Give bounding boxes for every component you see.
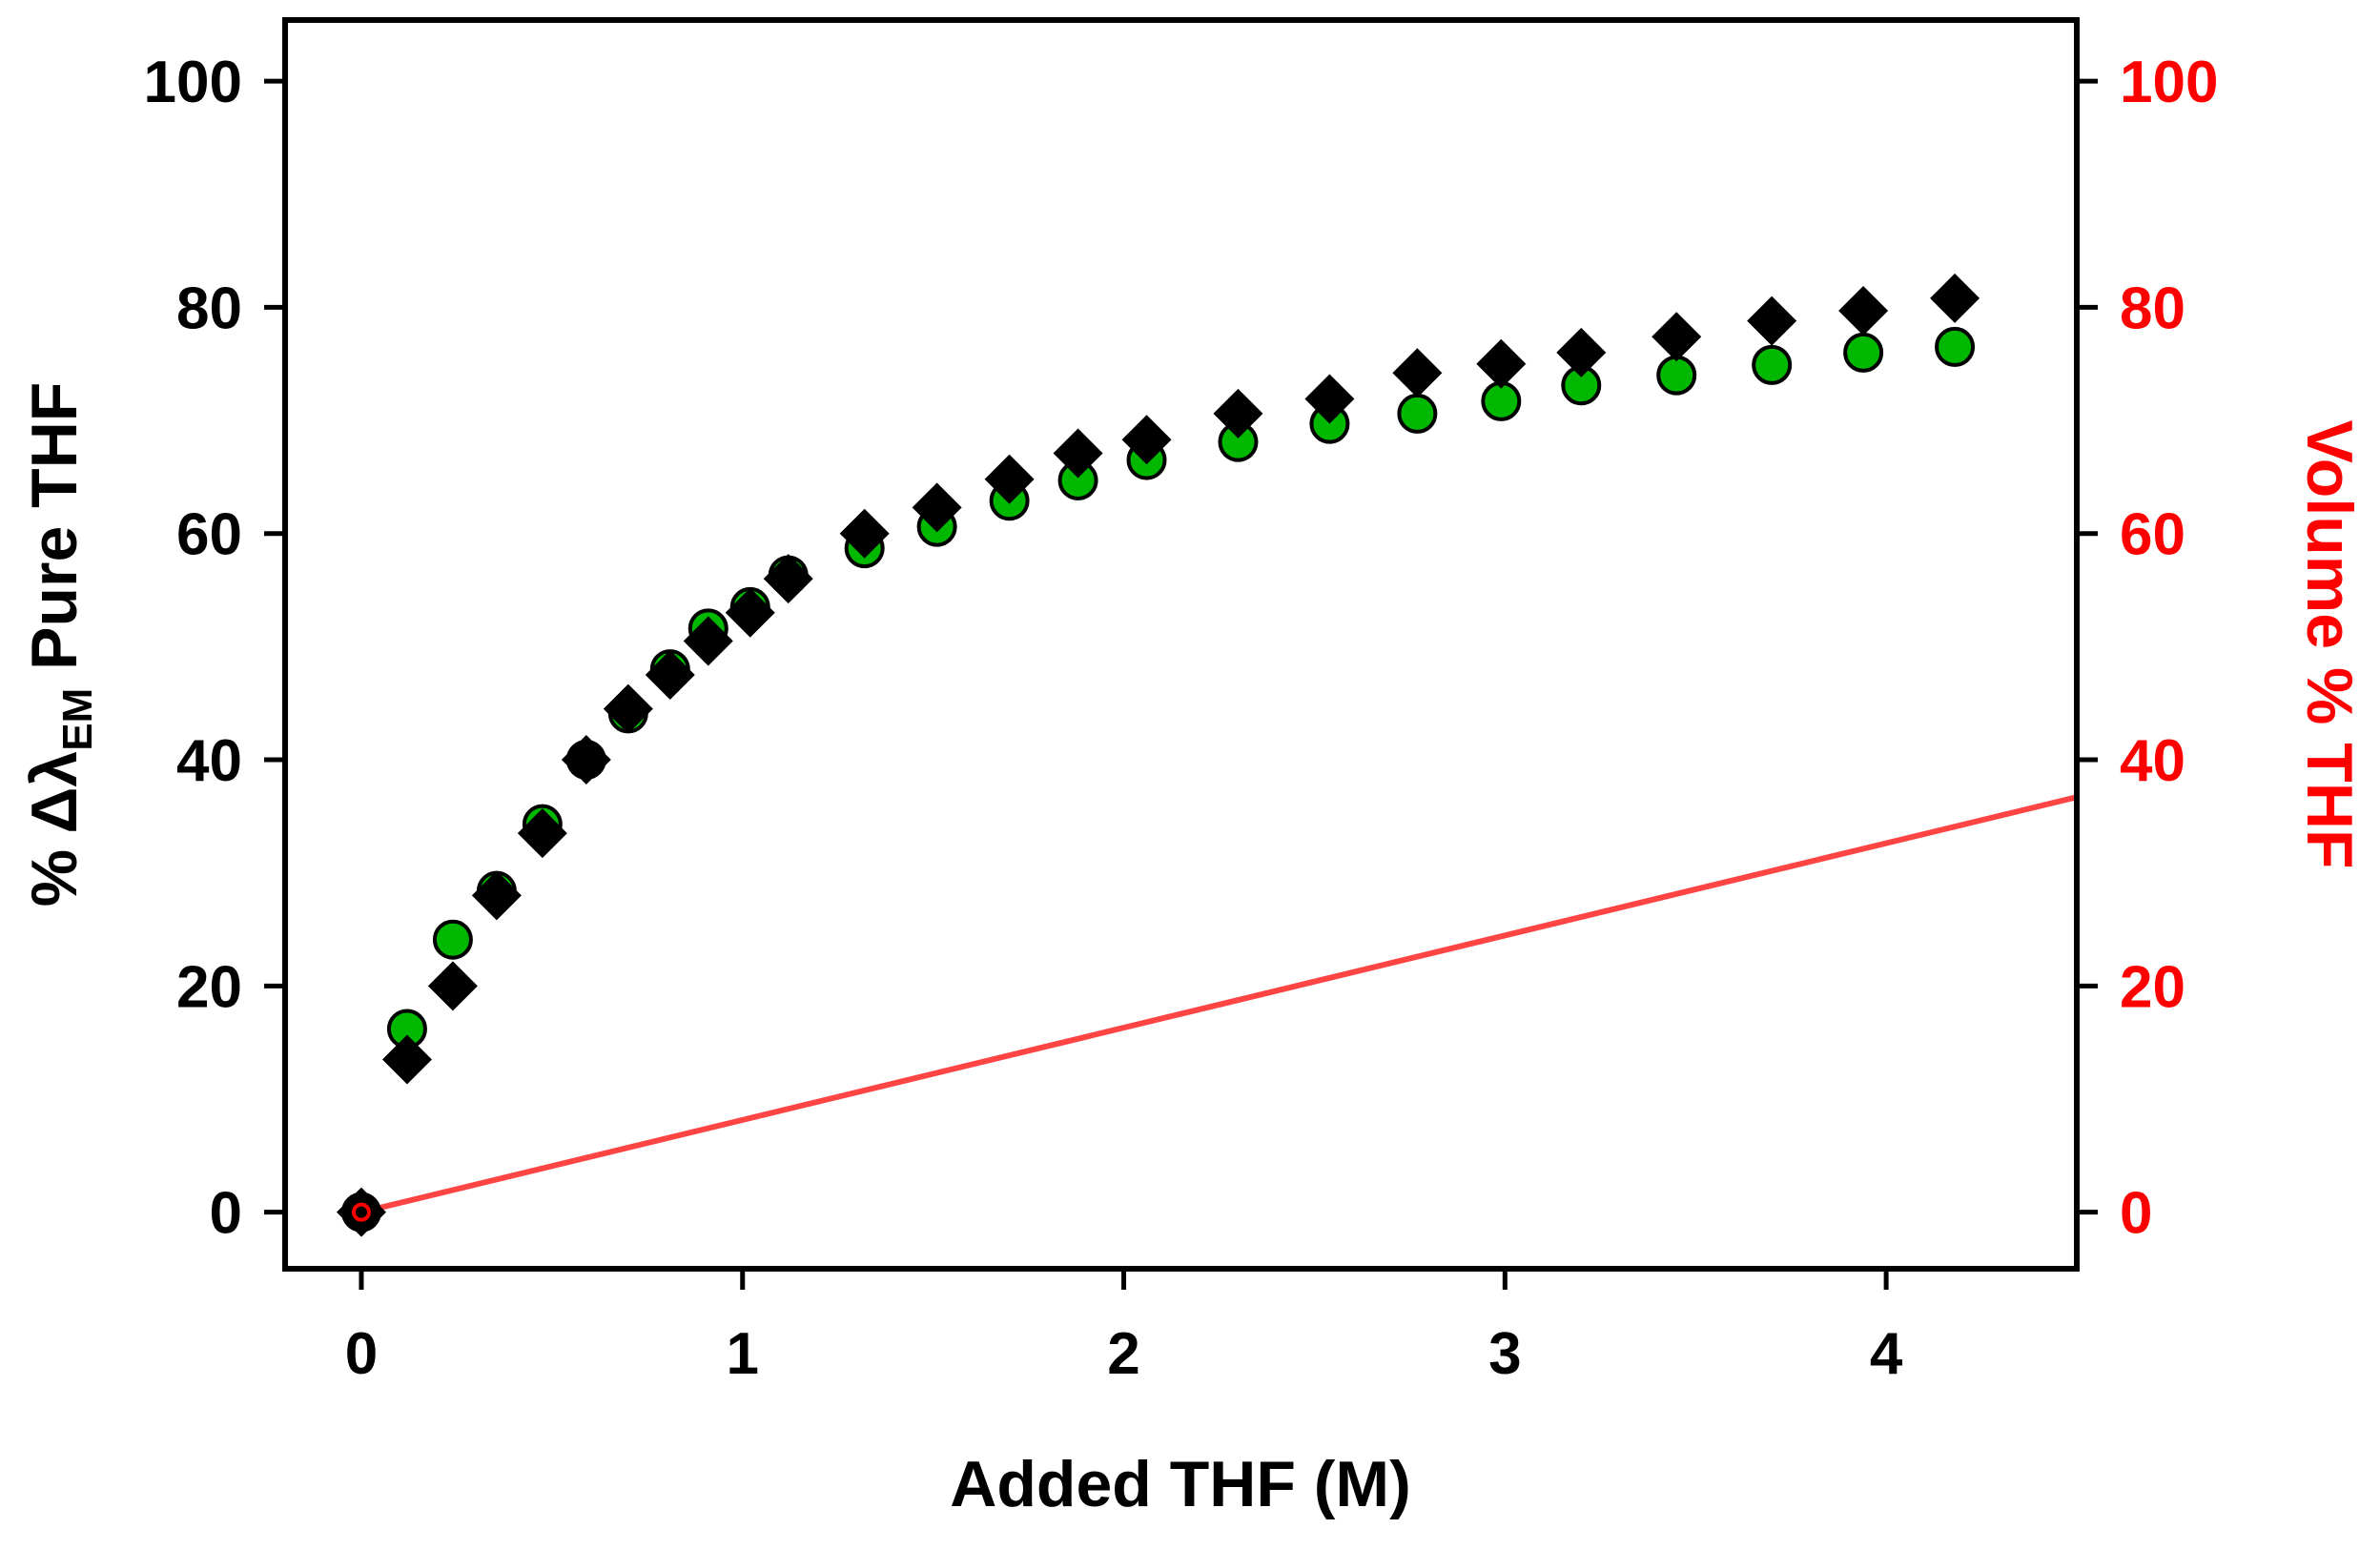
circle-point bbox=[1752, 344, 1793, 385]
diamond-point bbox=[725, 587, 775, 638]
diamond-point bbox=[517, 808, 567, 859]
x-tick-label: 0 bbox=[345, 1321, 378, 1387]
y-tick-label: 0 bbox=[210, 1181, 242, 1247]
diamond-point bbox=[1304, 374, 1355, 424]
y-tick-label: 100 bbox=[144, 50, 242, 115]
diamond-point bbox=[1121, 415, 1172, 465]
x-tick-label: 1 bbox=[727, 1321, 759, 1387]
diamond-point bbox=[471, 870, 522, 921]
diamond-point bbox=[1838, 285, 1889, 336]
y2-tick-label: 100 bbox=[2120, 50, 2218, 115]
diamond-point bbox=[763, 554, 813, 604]
y-axis-label-suffix: Pure THF bbox=[18, 382, 91, 688]
diamond-point bbox=[1652, 312, 1702, 362]
circle-point bbox=[1397, 393, 1438, 434]
circle-point bbox=[432, 919, 473, 960]
y-axis-label-prefix: % Δλ bbox=[18, 751, 91, 907]
circle-point bbox=[1843, 332, 1884, 373]
x-tick-label: 2 bbox=[1107, 1321, 1139, 1387]
diamond-point bbox=[381, 1034, 432, 1085]
circle-point bbox=[1935, 326, 1976, 367]
diamond-point bbox=[839, 508, 890, 559]
x-axis-label: Added THF (M) bbox=[950, 1448, 1410, 1520]
diamond-point bbox=[645, 650, 695, 701]
y-axis-label: % ΔλEM Pure THF bbox=[18, 382, 101, 907]
diamond-point bbox=[1213, 388, 1263, 438]
diamond-point bbox=[1392, 348, 1443, 398]
diamond-point bbox=[912, 482, 962, 533]
volume-percent-line bbox=[360, 794, 2078, 1215]
diamond-point bbox=[1476, 338, 1527, 389]
diamond-point bbox=[1930, 273, 1980, 323]
y2-tick-label: 40 bbox=[2120, 728, 2185, 794]
y2-tick-label: 0 bbox=[2120, 1181, 2152, 1247]
y-tick-label: 20 bbox=[176, 954, 242, 1020]
diamond-point bbox=[336, 1187, 386, 1237]
diamond-point bbox=[603, 683, 653, 734]
diamond-point bbox=[1556, 327, 1607, 377]
y-tick-label: 80 bbox=[176, 275, 242, 341]
y2-tick-label: 60 bbox=[2120, 502, 2185, 568]
y2-tick-label: 80 bbox=[2120, 275, 2185, 341]
x-tick-label: 3 bbox=[1488, 1321, 1521, 1387]
diamond-point bbox=[561, 735, 611, 785]
y-axis-label-subscript: EM bbox=[54, 688, 101, 751]
y2-tick-label: 20 bbox=[2120, 954, 2185, 1020]
y2-axis-label: Volume % THF bbox=[2293, 420, 2366, 869]
diamond-point bbox=[1747, 296, 1797, 346]
diamond-point bbox=[683, 616, 733, 666]
plot-frame bbox=[282, 17, 2080, 1272]
diamond-point bbox=[427, 961, 478, 1011]
x-tick-label: 4 bbox=[1870, 1321, 1903, 1387]
volume-origin-marker bbox=[351, 1202, 371, 1222]
circle-point bbox=[1656, 355, 1697, 396]
diamond-point bbox=[984, 454, 1035, 504]
y-tick-label: 60 bbox=[176, 502, 242, 568]
y-tick-label: 40 bbox=[176, 728, 242, 794]
diamond-point bbox=[1053, 428, 1103, 479]
